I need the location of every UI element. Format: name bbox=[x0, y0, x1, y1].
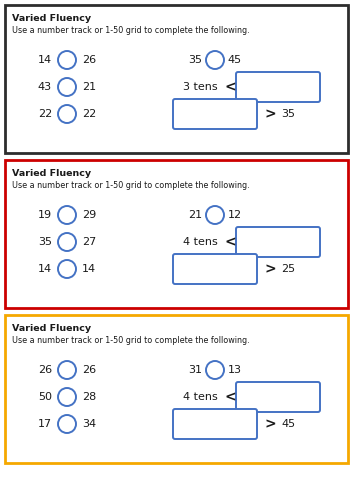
Text: 35: 35 bbox=[38, 237, 52, 247]
FancyBboxPatch shape bbox=[236, 72, 320, 102]
FancyBboxPatch shape bbox=[173, 409, 257, 439]
Text: 43: 43 bbox=[38, 82, 52, 92]
Text: 26: 26 bbox=[82, 55, 96, 65]
Text: >: > bbox=[264, 107, 276, 121]
Text: Varied Fluency: Varied Fluency bbox=[12, 324, 91, 333]
Text: 14: 14 bbox=[38, 264, 52, 274]
Text: >: > bbox=[264, 262, 276, 276]
FancyBboxPatch shape bbox=[236, 382, 320, 412]
Text: 29: 29 bbox=[82, 210, 96, 220]
Text: >: > bbox=[264, 417, 276, 431]
Text: Use a number track or 1-50 grid to complete the following.: Use a number track or 1-50 grid to compl… bbox=[12, 26, 250, 35]
Text: <: < bbox=[224, 390, 236, 404]
Text: 14: 14 bbox=[38, 55, 52, 65]
Text: 13: 13 bbox=[228, 365, 242, 375]
Text: 26: 26 bbox=[82, 365, 96, 375]
Text: Use a number track or 1-50 grid to complete the following.: Use a number track or 1-50 grid to compl… bbox=[12, 336, 250, 345]
Text: 21: 21 bbox=[82, 82, 96, 92]
Bar bbox=[5, 160, 348, 308]
Text: 22: 22 bbox=[38, 109, 52, 119]
Text: 26: 26 bbox=[38, 365, 52, 375]
FancyBboxPatch shape bbox=[173, 99, 257, 129]
Text: 14: 14 bbox=[82, 264, 96, 274]
Text: 19: 19 bbox=[38, 210, 52, 220]
Text: 22: 22 bbox=[82, 109, 96, 119]
Text: Varied Fluency: Varied Fluency bbox=[12, 169, 91, 178]
Text: Use a number track or 1-50 grid to complete the following.: Use a number track or 1-50 grid to compl… bbox=[12, 181, 250, 190]
Text: 31: 31 bbox=[188, 365, 202, 375]
Text: 35: 35 bbox=[188, 55, 202, 65]
Text: 12: 12 bbox=[228, 210, 242, 220]
Text: 35: 35 bbox=[281, 109, 295, 119]
Text: 45: 45 bbox=[281, 419, 295, 429]
FancyBboxPatch shape bbox=[173, 254, 257, 284]
Text: 27: 27 bbox=[82, 237, 96, 247]
Bar bbox=[5, 315, 348, 463]
Bar bbox=[5, 5, 348, 153]
Text: 25: 25 bbox=[281, 264, 295, 274]
Text: <: < bbox=[224, 235, 236, 249]
Text: 50: 50 bbox=[38, 392, 52, 402]
Text: 21: 21 bbox=[188, 210, 202, 220]
Text: 4 tens: 4 tens bbox=[183, 392, 217, 402]
Text: 4 tens: 4 tens bbox=[183, 237, 217, 247]
Text: 28: 28 bbox=[82, 392, 96, 402]
Text: 17: 17 bbox=[38, 419, 52, 429]
FancyBboxPatch shape bbox=[236, 227, 320, 257]
Text: 3 tens: 3 tens bbox=[183, 82, 217, 92]
Text: 34: 34 bbox=[82, 419, 96, 429]
Text: Varied Fluency: Varied Fluency bbox=[12, 14, 91, 23]
Text: <: < bbox=[224, 80, 236, 94]
Text: 45: 45 bbox=[228, 55, 242, 65]
